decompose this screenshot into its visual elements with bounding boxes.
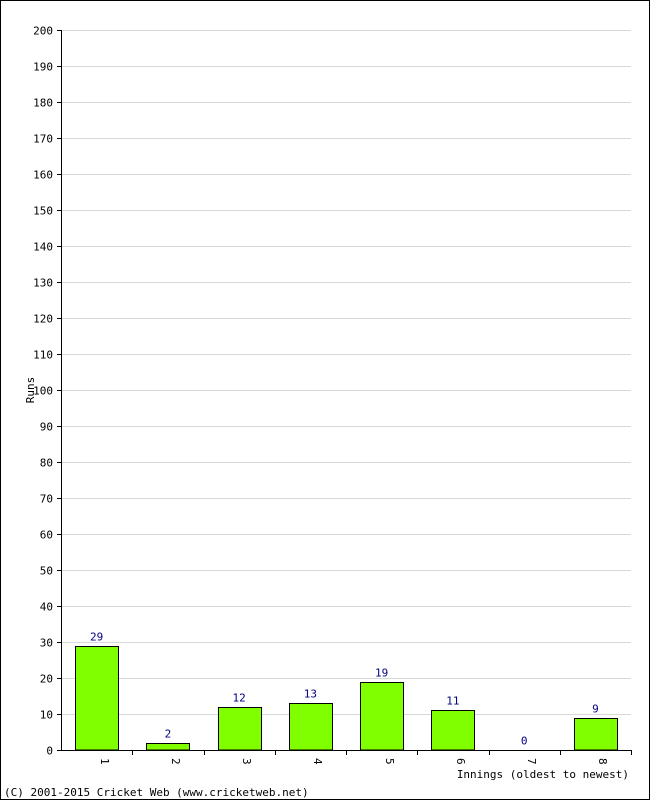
copyright-footer: (C) 2001-2015 Cricket Web (www.cricketwe… (4, 786, 309, 799)
bar-value-label: 19 (375, 667, 388, 680)
bar-value-label: 0 (521, 735, 528, 748)
y-tick-label: 180 (33, 97, 53, 110)
bar-value-label: 9 (592, 703, 599, 716)
y-axis-ticks: 0 10 20 30 40 50 60 70 80 90 100 110 120 130 140 150 160… (33, 25, 61, 758)
x-tick-label: 4 (311, 758, 324, 765)
x-tick-label: 6 (454, 758, 467, 765)
y-tick-label: 120 (33, 313, 53, 326)
y-tick-label: 80 (40, 457, 53, 470)
bar (574, 718, 618, 751)
y-tick-label: 10 (40, 709, 53, 722)
bar (146, 743, 190, 751)
y-tick-label: 20 (40, 673, 53, 686)
y-axis-title: Runs (24, 377, 37, 404)
y-tick-label: 100 (33, 385, 53, 398)
bar-value-label: 13 (304, 688, 317, 701)
x-tick-label: 5 (383, 758, 396, 765)
y-tick-label: 30 (40, 637, 53, 650)
y-tick-label: 130 (33, 277, 53, 290)
x-tick-label: 2 (169, 758, 182, 765)
x-tick-label: 3 (240, 758, 253, 765)
bar-value-label: 12 (233, 692, 246, 705)
y-tick-label: 170 (33, 133, 53, 146)
y-tick-label: 50 (40, 565, 53, 578)
bar (218, 707, 262, 751)
y-tick-label: 0 (46, 745, 53, 758)
x-axis-ticks: 1 2 3 4 5 6 7 8 (98, 750, 632, 765)
bar (360, 682, 404, 751)
bars: 29 2 12 13 19 11 0 9 (75, 631, 618, 751)
y-tick-label: 190 (33, 61, 53, 74)
bar (289, 703, 333, 751)
bar-value-label: 11 (446, 695, 459, 708)
y-tick-label: 110 (33, 349, 53, 362)
y-tick-label: 150 (33, 205, 53, 218)
y-tick-label: 60 (40, 529, 53, 542)
x-tick-label: 7 (525, 758, 538, 765)
y-tick-label: 160 (33, 169, 53, 182)
bar-value-label: 29 (90, 631, 103, 644)
y-tick-label: 40 (40, 601, 53, 614)
y-tick-label: 200 (33, 25, 53, 38)
y-tick-label: 90 (40, 421, 53, 434)
bar-value-label: 2 (165, 728, 172, 741)
x-axis-title: Innings (oldest to newest) (457, 768, 629, 781)
bar (75, 646, 119, 751)
y-tick-label: 140 (33, 241, 53, 254)
bar (431, 710, 475, 751)
y-tick-label: 70 (40, 493, 53, 506)
gridlines (61, 30, 631, 715)
x-tick-label: 8 (596, 758, 609, 765)
x-tick-label: 1 (98, 758, 111, 765)
